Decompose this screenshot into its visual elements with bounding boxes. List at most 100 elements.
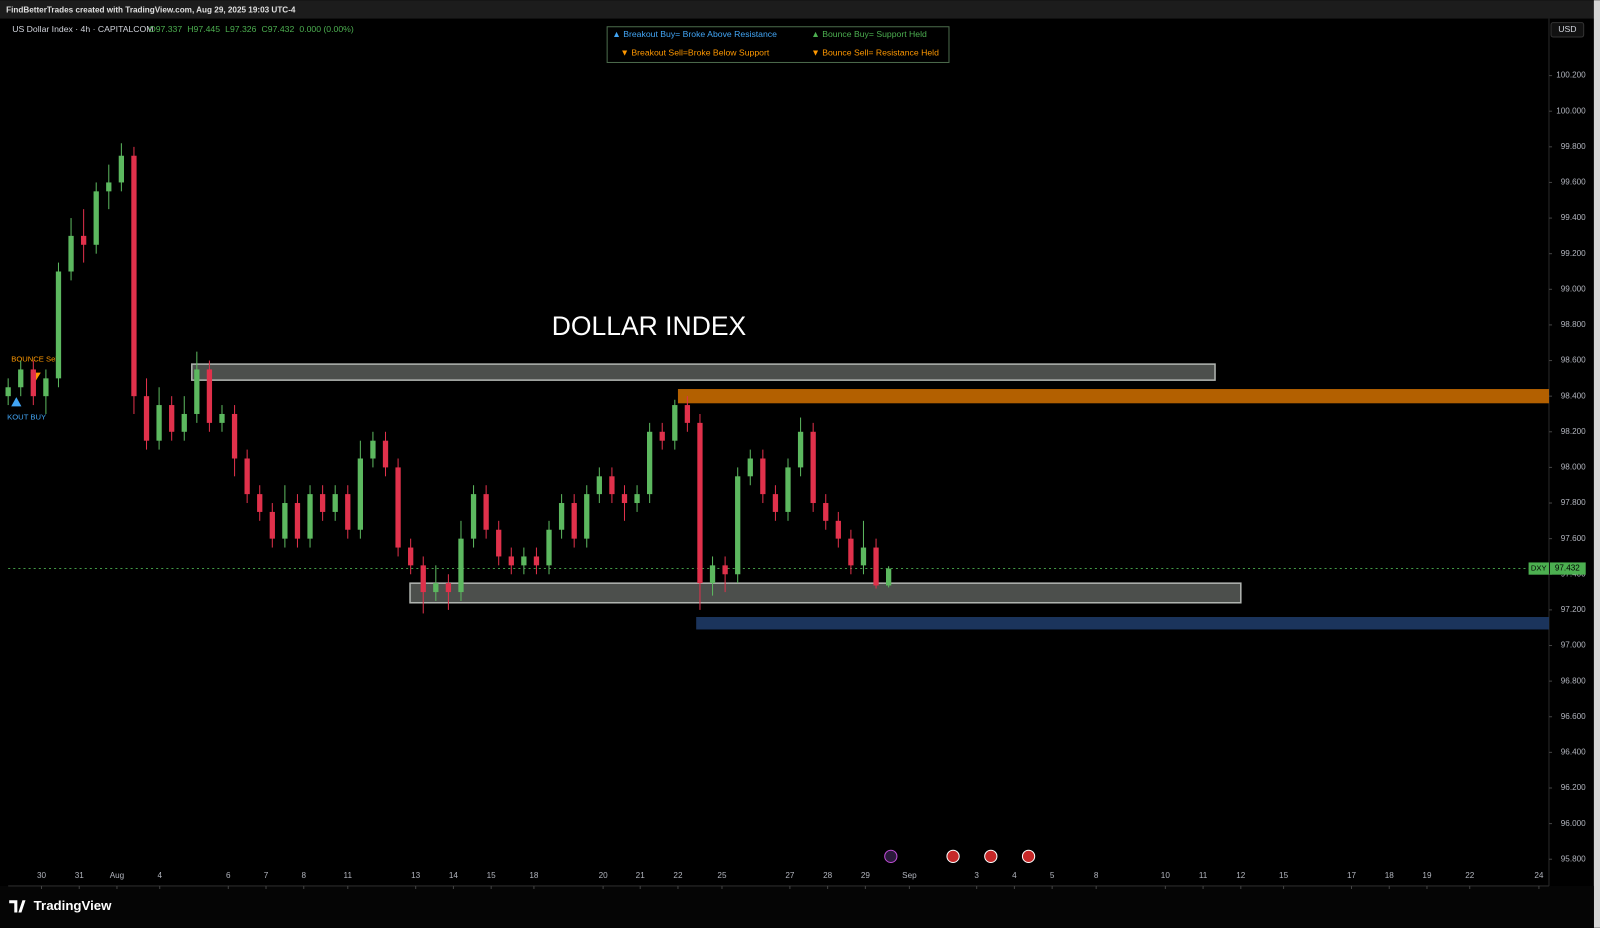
ohlc-value: H97.445 — [187, 24, 220, 34]
x-tick-label: 3 — [974, 871, 979, 880]
ohlc-value: O97.337 — [149, 24, 182, 34]
candle-body — [860, 547, 867, 566]
candle-body — [747, 458, 753, 477]
logo-icon — [9, 900, 27, 913]
x-tick-label: 28 — [823, 871, 833, 880]
candle-body — [496, 529, 502, 557]
symbol-box — [1528, 562, 1549, 575]
candle-body — [43, 378, 49, 397]
x-tick-label: 12 — [1236, 871, 1246, 880]
legend-box — [606, 26, 950, 63]
candle-body — [797, 431, 804, 468]
candle-body — [219, 413, 225, 423]
event-icon — [984, 849, 998, 863]
y-tick-label: 98.400 — [1561, 391, 1586, 400]
candle-body — [55, 271, 62, 379]
y-tick-label: 100.200 — [1556, 71, 1586, 80]
y-tick-label: 97.600 — [1561, 534, 1586, 543]
candle-body — [722, 565, 728, 575]
y-tick-label: 99.400 — [1561, 213, 1586, 222]
event-icon — [884, 849, 898, 863]
candle-body — [181, 413, 187, 432]
x-tick-label: 20 — [599, 871, 609, 880]
last-price-label: 97.432 — [1555, 564, 1580, 573]
symbol-header: US Dollar Index · 4h · CAPITALCOM — [12, 24, 153, 34]
x-tick-label: 8 — [1094, 871, 1099, 880]
candle-body — [697, 422, 703, 584]
y-tick-label: 96.000 — [1561, 819, 1586, 828]
x-tick-label: 4 — [1012, 871, 1017, 880]
candle-body — [647, 431, 653, 495]
x-tick-label: Aug — [110, 871, 125, 880]
candle-body — [307, 494, 313, 539]
candle-body — [684, 405, 691, 423]
legend-entry: ▼ Bounce Sell= Resistance Held — [811, 48, 939, 58]
buy-signal-icon — [11, 397, 22, 407]
x-tick-label: 31 — [75, 871, 85, 880]
candle-body — [357, 458, 363, 530]
y-tick-label: 96.600 — [1561, 712, 1586, 721]
signal-label: KOUT BUY — [7, 413, 46, 422]
currency[interactable]: USD — [1558, 24, 1576, 34]
candle-body — [571, 503, 577, 539]
candle-body — [659, 431, 665, 441]
candle-body — [319, 494, 326, 512]
x-tick-label: 15 — [487, 871, 497, 880]
y-tick-label: 100.000 — [1556, 106, 1586, 115]
currency-box[interactable] — [1550, 22, 1585, 38]
candle-body — [131, 155, 137, 397]
x-tick-label: 18 — [1385, 871, 1395, 880]
candle-body — [735, 476, 741, 575]
legend-entry: ▲ Breakout Buy= Broke Above Resistance — [612, 29, 777, 39]
y-tick-label: 98.200 — [1561, 427, 1586, 436]
x-tick-label: 14 — [449, 871, 459, 880]
candle-body — [408, 547, 414, 566]
y-tick-label: 99.000 — [1561, 284, 1586, 293]
candle-body — [18, 369, 24, 388]
y-tick-label: 98.000 — [1561, 463, 1586, 472]
event-icons — [884, 849, 1036, 863]
x-tick-label: 10 — [1161, 871, 1171, 880]
x-tick-label: 11 — [1199, 871, 1208, 880]
candle-body — [420, 565, 426, 593]
x-tick-label: 25 — [717, 871, 727, 880]
candle-body — [345, 494, 351, 530]
x-tick-label: 4 — [157, 871, 162, 880]
y-tick-label: 97.000 — [1561, 641, 1586, 650]
zone — [191, 363, 1216, 381]
candle-body — [609, 476, 615, 495]
y-tick-label: 98.800 — [1561, 320, 1586, 329]
top-bar-text: FindBetterTrades created with TradingVie… — [6, 6, 296, 15]
candle-body — [169, 405, 175, 432]
candle-body — [68, 235, 74, 272]
x-tick-label: 6 — [226, 871, 231, 880]
x-tick-label: 29 — [861, 871, 871, 880]
x-tick-label: 24 — [1534, 871, 1544, 880]
candle-body — [332, 494, 338, 512]
x-tick-label: 22 — [673, 871, 683, 880]
candle-body — [823, 503, 829, 521]
zone — [696, 617, 1549, 630]
logo-text: TradingView — [34, 898, 112, 913]
signal-label: BOUNCE Sell — [11, 354, 59, 363]
candle-body — [672, 405, 678, 441]
event-icon — [1021, 849, 1036, 863]
candle-body — [521, 556, 527, 566]
y-tick-label: 99.600 — [1561, 178, 1586, 187]
ohlc-value: C97.432 — [262, 24, 295, 34]
x-tick-label: 8 — [301, 871, 306, 880]
candle-body — [445, 583, 452, 593]
y-tick-label: 96.200 — [1561, 783, 1586, 792]
y-tick-label: 96.400 — [1561, 748, 1586, 757]
candle-body — [546, 529, 552, 566]
candle-body — [634, 494, 640, 504]
y-tick-label: 98.600 — [1561, 356, 1586, 365]
candle-body — [93, 191, 99, 245]
candle-body — [395, 467, 401, 548]
y-tick-label: 97.200 — [1561, 605, 1586, 614]
candle-body — [810, 431, 816, 504]
footer — [0, 885, 1594, 928]
ohlc-value: L97.326 — [225, 24, 256, 34]
